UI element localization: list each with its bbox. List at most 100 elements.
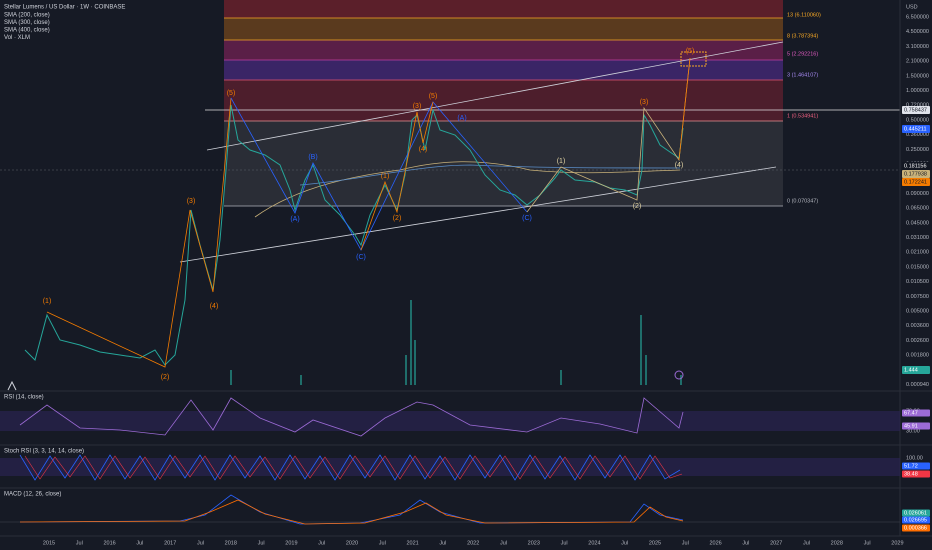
panel-value-bg bbox=[902, 516, 930, 524]
target-box bbox=[680, 51, 707, 67]
panel-value: 51.72 bbox=[904, 463, 918, 469]
panel-value: 0.026061 bbox=[904, 510, 927, 516]
stoch-k bbox=[19, 454, 681, 481]
time-label: 2016 bbox=[103, 540, 115, 546]
price-label: 3.100000 bbox=[906, 44, 929, 50]
price-label: 2.100000 bbox=[906, 59, 929, 65]
time-label: Jul bbox=[803, 540, 810, 546]
wave-label: (4) bbox=[210, 303, 219, 310]
wave-label: (3) bbox=[187, 198, 196, 205]
time-label: Jul bbox=[864, 540, 871, 546]
price-label: 0.045000 bbox=[906, 220, 929, 226]
price-label: 0.003600 bbox=[906, 323, 929, 329]
panel-title[interactable]: Stoch RSI (3, 3, 14, 14, close) bbox=[4, 449, 84, 455]
price-label: 6.500000 bbox=[906, 14, 929, 20]
wave-label: (A) bbox=[457, 115, 466, 122]
channel-lower bbox=[179, 166, 777, 263]
fib-label: 5 (2.292216) bbox=[787, 51, 818, 57]
wave-label: (A) bbox=[290, 216, 299, 223]
wave-label: (4) bbox=[419, 146, 428, 153]
currency: USD bbox=[906, 4, 918, 10]
wave-path bbox=[360, 101, 434, 251]
band bbox=[224, 18, 783, 40]
event-icon[interactable] bbox=[674, 370, 684, 380]
band bbox=[224, 40, 783, 60]
indicator-label[interactable]: SMA (300, close) bbox=[4, 20, 50, 26]
time-label: 2018 bbox=[225, 540, 237, 546]
sma bbox=[254, 161, 681, 218]
fib-label: 8 (3.787394) bbox=[787, 33, 818, 39]
wave-label: (2) bbox=[161, 374, 170, 381]
wave-path bbox=[678, 57, 691, 161]
panel-value: 0.000366 bbox=[904, 525, 927, 531]
time-label: Jul bbox=[500, 540, 507, 546]
rsi-band bbox=[0, 411, 900, 431]
panel-value-bg bbox=[902, 422, 930, 430]
wave-label: (2) bbox=[633, 203, 642, 210]
price-tag: 1.444 bbox=[904, 367, 918, 373]
fib-label: 3 (1.464107) bbox=[787, 72, 818, 78]
price-label: 0.015000 bbox=[906, 264, 929, 270]
stoch-band bbox=[0, 458, 900, 476]
sma bbox=[299, 164, 681, 186]
price-label: 0.010500 bbox=[906, 279, 929, 285]
indicator-label[interactable]: SMA (200, close) bbox=[4, 13, 50, 19]
panel-value-bg bbox=[902, 524, 930, 532]
symbol-title: Stellar Lumens / US Dollar · 1W · COINBA… bbox=[4, 5, 125, 11]
indicator-label[interactable]: Vol · XLM bbox=[4, 35, 30, 41]
band bbox=[224, 121, 783, 206]
price-tag-bg bbox=[902, 170, 930, 178]
price-label: 0.360000 bbox=[906, 132, 929, 138]
price-label: 0.250000 bbox=[906, 147, 929, 153]
price-tag: 0.177938 bbox=[904, 171, 927, 177]
wave-label: (5) bbox=[686, 48, 695, 55]
price-label: 1.500000 bbox=[906, 73, 929, 79]
price-label: 0.002600 bbox=[906, 338, 929, 344]
time-label: 2024 bbox=[588, 540, 600, 546]
time-label: Jul bbox=[682, 540, 689, 546]
time-label: Jul bbox=[439, 540, 446, 546]
price-tag-bg bbox=[902, 106, 930, 114]
price-tag: 0.172241 bbox=[904, 179, 927, 185]
price-label: 0.005000 bbox=[906, 308, 929, 314]
panel-value: 38.48 bbox=[904, 471, 918, 477]
logo bbox=[7, 380, 17, 391]
time-label: 2020 bbox=[346, 540, 358, 546]
price-label: 4.500000 bbox=[906, 29, 929, 35]
wave-label: (3) bbox=[413, 103, 422, 110]
band bbox=[224, 60, 783, 80]
time-label: Jul bbox=[258, 540, 265, 546]
wave-label: (1) bbox=[43, 298, 52, 305]
time-label: 2025 bbox=[649, 540, 661, 546]
time-label: Jul bbox=[318, 540, 325, 546]
time-label: 2021 bbox=[406, 540, 418, 546]
time-label: 2026 bbox=[709, 540, 721, 546]
price-tag: 0.445211 bbox=[904, 126, 927, 132]
wave-label: (C) bbox=[356, 254, 366, 261]
wave-label: (2) bbox=[393, 215, 402, 222]
time-label: Jul bbox=[197, 540, 204, 546]
wave-label: (1) bbox=[381, 173, 390, 180]
panel-title[interactable]: RSI (14, close) bbox=[4, 395, 44, 401]
wave-label: (B) bbox=[308, 154, 317, 161]
wave-label: (3) bbox=[640, 99, 649, 106]
panel-axis-label: 100.00 bbox=[906, 455, 923, 461]
price-tag: 0.181156 bbox=[904, 163, 927, 169]
price-label: 1.000000 bbox=[906, 88, 929, 94]
panel-title[interactable]: MACD (12, 26, close) bbox=[4, 492, 61, 498]
macd-line bbox=[19, 494, 684, 525]
indicator-label[interactable]: SMA (400, close) bbox=[4, 28, 50, 34]
fib-label: 1 (0.534941) bbox=[787, 113, 818, 119]
wave-label: (5) bbox=[227, 90, 236, 97]
wave-path bbox=[230, 97, 528, 251]
price-tag-bg bbox=[902, 162, 930, 170]
price-label: 0.720000 bbox=[906, 103, 929, 109]
time-label: Jul bbox=[621, 540, 628, 546]
price-tag-bg bbox=[902, 178, 930, 186]
price-tag-bg bbox=[902, 125, 930, 133]
wave-path bbox=[46, 97, 232, 368]
wave-label: (5) bbox=[429, 93, 438, 100]
panel-axis-label: 30.00 bbox=[906, 428, 920, 434]
price-label: 0.007500 bbox=[906, 294, 929, 300]
